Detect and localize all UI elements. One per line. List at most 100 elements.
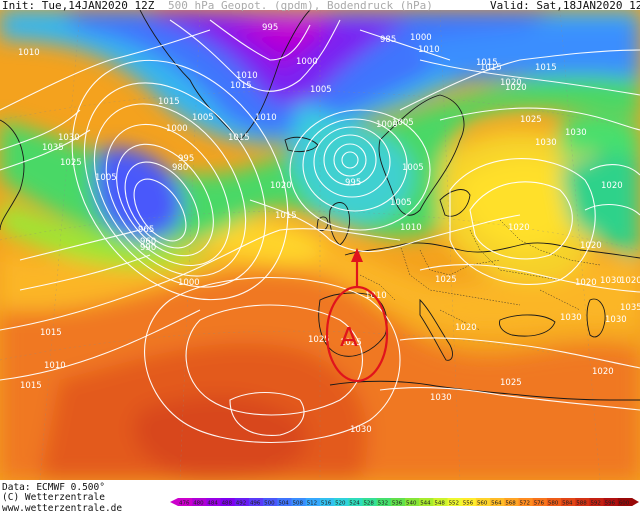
pressure-label: 1015 xyxy=(476,58,498,68)
colorbar-tick-label: 484 xyxy=(207,501,218,507)
colorbar-swatch xyxy=(433,498,449,506)
colorbar-tick-label: 596 xyxy=(605,501,616,507)
colorbar-swatch xyxy=(206,498,222,506)
colorbar-tick-label: 508 xyxy=(293,501,304,507)
pressure-label: 1015 xyxy=(228,133,250,143)
pressure-label: 1020 xyxy=(620,276,640,286)
pressure-label: 1020 xyxy=(270,181,292,191)
colorbar-swatch xyxy=(447,498,463,506)
pressure-label: 1035 xyxy=(42,143,64,153)
pressure-label: 1015 xyxy=(480,63,502,73)
pressure-label: 1010 xyxy=(18,48,40,58)
pressure-label: 1020 xyxy=(601,181,623,191)
pressure-label: 1025 xyxy=(435,275,457,285)
colorbar-swatch xyxy=(248,498,264,506)
colorbar-tick-label: 512 xyxy=(307,501,318,507)
colorbar-swatch xyxy=(348,498,363,506)
colorbar-tick-label: 500 xyxy=(264,501,275,507)
pressure-label: 995 xyxy=(178,154,194,164)
colorbar-tick-label: 492 xyxy=(236,501,247,507)
valid-label: Valid: Sat,18JAN2020 12Z xyxy=(490,0,640,12)
colorbar-tick-label: 564 xyxy=(491,501,502,507)
pressure-label: 985 xyxy=(380,35,396,45)
pressure-label: 1015 xyxy=(40,328,62,338)
colorbar-swatch xyxy=(419,498,434,506)
colorbar: 476 480 484 488 492 496 500 504 508 512 516 520 524 5… xyxy=(170,498,639,507)
colorbar-swatch xyxy=(319,498,335,506)
pressure-label: 1015 xyxy=(535,63,557,73)
pressure-label: 1025 xyxy=(500,378,522,388)
colorbar-swatch xyxy=(277,498,292,506)
pressure-label: 1030 xyxy=(535,138,557,148)
pressure-label: 1030 xyxy=(565,128,587,138)
colorbar-tick-label: 532 xyxy=(378,501,389,507)
pressure-label: 1030 xyxy=(605,315,627,325)
pressure-label: 1030 xyxy=(350,425,372,435)
colorbar-swatch xyxy=(461,498,477,506)
pressure-label: 1005 xyxy=(402,163,424,173)
colorbar-swatch xyxy=(617,498,633,506)
colorbar-tick-label: 584 xyxy=(562,501,573,507)
pressure-label: 1025 xyxy=(308,335,330,345)
colorbar-tick-label: 576 xyxy=(534,501,545,507)
pressure-label: 1000 xyxy=(410,33,432,43)
colorbar-swatch xyxy=(390,498,406,506)
pressure-label: 960 xyxy=(140,237,156,247)
data-source: Data: ECMWF 0.500° xyxy=(2,482,105,493)
colorbar-swatch xyxy=(263,498,278,506)
pressure-label: 995 xyxy=(262,23,278,33)
colorbar-swatch xyxy=(504,498,519,506)
copyright: (C) Wetterzentrale xyxy=(2,492,105,503)
colorbar-tick-label: 516 xyxy=(321,501,332,507)
header-bar xyxy=(0,0,640,10)
pressure-label: 965 xyxy=(138,225,154,235)
pressure-label: 1030 xyxy=(600,276,622,286)
pressure-label: 1025 xyxy=(520,115,542,125)
colorbar-swatch xyxy=(603,498,619,506)
colorbar-swatch xyxy=(291,498,307,506)
pressure-label: 1010 xyxy=(255,113,277,123)
pressure-label: 980 xyxy=(172,163,188,173)
website: www.wetterzentrale.de xyxy=(2,503,122,514)
pressure-label: 1010 xyxy=(400,223,422,233)
colorbar-tick-label: 476 xyxy=(179,501,190,507)
pressure-label: 1015 xyxy=(230,81,252,91)
colorbar-tick-label: 488 xyxy=(222,501,233,507)
pressure-label: 1025 xyxy=(60,158,82,168)
colorbar-tick-label: 480 xyxy=(193,501,204,507)
colorbar-swatch xyxy=(334,498,349,506)
pressure-label: 1000 xyxy=(178,278,200,288)
colorbar-tick-label: 592 xyxy=(590,501,601,507)
colorbar-swatch xyxy=(546,498,562,506)
pressure-label: 1015 xyxy=(20,381,42,391)
colorbar-arrow-left-icon xyxy=(170,498,178,506)
pressure-label: 1000 xyxy=(296,57,318,67)
pressure-label: 1005 xyxy=(392,118,414,128)
country-borders xyxy=(359,219,601,331)
pressure-label: 1010 xyxy=(44,361,66,371)
colorbar-tick-label: 552 xyxy=(449,501,460,507)
pressure-label: 1005 xyxy=(192,113,214,123)
colorbar-swatch xyxy=(518,498,534,506)
colorbar-swatch xyxy=(561,498,576,506)
pressure-label: 1015 xyxy=(158,97,180,107)
colorbar-tick-label: 540 xyxy=(406,501,417,507)
annotation-letter: A xyxy=(340,323,358,353)
colorbar-tick-label: 600 xyxy=(619,501,630,507)
colorbar-tick-label: 568 xyxy=(505,501,516,507)
colorbar-tick-label: 544 xyxy=(420,501,431,507)
pressure-label: 1010 xyxy=(418,45,440,55)
colorbar-tick-label: 536 xyxy=(392,501,403,507)
colorbar-tick-label: 496 xyxy=(250,501,261,507)
colorbar-swatch xyxy=(575,498,590,506)
colorbar-tick-label: 588 xyxy=(576,501,587,507)
colorbar-swatch xyxy=(234,498,250,506)
pressure-label: 1030 xyxy=(58,133,80,143)
colorbar-swatch xyxy=(475,498,491,506)
colorbar-swatch xyxy=(490,498,505,506)
colorbar-tick-label: 556 xyxy=(463,501,474,507)
pressure-label: 1015 xyxy=(275,211,297,221)
pressure-label: 1020 xyxy=(455,323,477,333)
